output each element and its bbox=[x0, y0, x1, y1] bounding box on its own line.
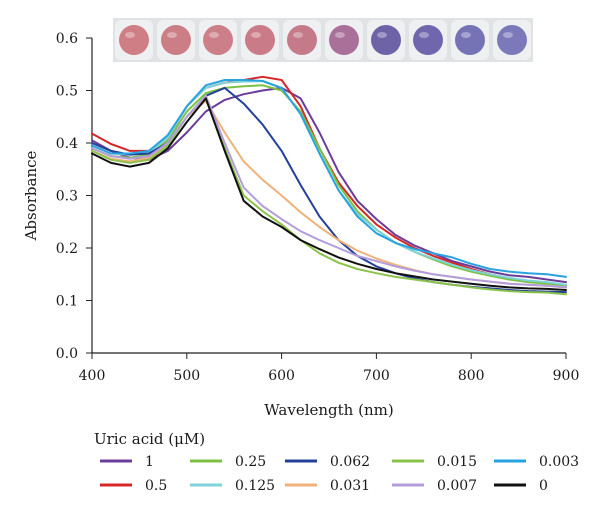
well-sample bbox=[287, 25, 317, 55]
y-tick-label: 0.1 bbox=[56, 294, 78, 310]
well-sample bbox=[203, 25, 233, 55]
well-sample bbox=[497, 25, 527, 55]
axis-ticks: 400 500 600 700 800 900 0.0 0.1 0.2 0.3 0.4 0.5 0.6 bbox=[56, 31, 580, 384]
series-line-0 bbox=[91, 97, 567, 291]
x-tick-label: 700 bbox=[363, 368, 390, 384]
legend-label: 0.031 bbox=[330, 478, 370, 494]
series-line-0-003 bbox=[91, 79, 567, 278]
series-lines bbox=[91, 75, 567, 296]
series-line-0-007 bbox=[91, 94, 567, 289]
well-highlight bbox=[419, 32, 429, 38]
well-highlight bbox=[461, 32, 471, 38]
well-highlight bbox=[125, 32, 135, 38]
y-tick-label: 0.6 bbox=[56, 31, 78, 47]
well-sample bbox=[161, 25, 191, 55]
y-tick-label: 0.2 bbox=[56, 241, 78, 257]
well-highlight bbox=[167, 32, 177, 38]
plot-axes bbox=[91, 38, 566, 354]
series-line-0-015 bbox=[91, 94, 567, 296]
series-line-0-5 bbox=[91, 75, 567, 287]
well-highlight bbox=[377, 32, 387, 38]
legend-label: 1 bbox=[145, 454, 154, 470]
well-sample bbox=[329, 25, 359, 55]
series-line-0-031 bbox=[91, 100, 567, 289]
well-sample bbox=[119, 25, 149, 55]
x-tick-label: 400 bbox=[79, 368, 106, 384]
legend-label: 0.015 bbox=[437, 454, 477, 470]
x-tick-label: 900 bbox=[553, 368, 580, 384]
series-line-0-25 bbox=[91, 84, 567, 287]
legend-label: 0.125 bbox=[235, 478, 275, 494]
well-highlight bbox=[251, 32, 261, 38]
y-tick-label: 0.0 bbox=[56, 346, 78, 362]
well-highlight bbox=[503, 32, 513, 38]
y-tick-label: 0.4 bbox=[56, 136, 78, 152]
well-plate-photo bbox=[113, 18, 533, 62]
y-tick-label: 0.5 bbox=[56, 84, 78, 100]
series-line-1 bbox=[91, 86, 567, 284]
well-highlight bbox=[293, 32, 303, 38]
well-sample bbox=[371, 25, 401, 55]
legend-label: 0 bbox=[539, 478, 548, 494]
x-tick-label: 500 bbox=[173, 368, 200, 384]
legend-label: 0.062 bbox=[330, 454, 370, 470]
x-tick-label: 800 bbox=[458, 368, 485, 384]
legend-label: 0.003 bbox=[539, 454, 579, 470]
well-highlight bbox=[335, 32, 345, 38]
y-axis-title: Absorbance bbox=[22, 150, 40, 241]
x-axis-title: Wavelength (nm) bbox=[264, 401, 393, 419]
well-sample bbox=[245, 25, 275, 55]
legend-label: 0.5 bbox=[145, 478, 167, 494]
y-tick-label: 0.3 bbox=[56, 189, 78, 205]
well-sample bbox=[413, 25, 443, 55]
legend-label: 0.007 bbox=[437, 478, 477, 494]
legend-label: 0.25 bbox=[235, 454, 266, 470]
x-tick-label: 600 bbox=[268, 368, 295, 384]
series-line-0-062 bbox=[91, 86, 567, 294]
well-sample bbox=[455, 25, 485, 55]
legend: 1 0.25 0.062 0.015 0.003 0.5 0.125 0.031 0.007 0 bbox=[100, 454, 579, 494]
well-highlight bbox=[209, 32, 219, 38]
legend-title: Uric acid (μM) bbox=[94, 430, 205, 448]
